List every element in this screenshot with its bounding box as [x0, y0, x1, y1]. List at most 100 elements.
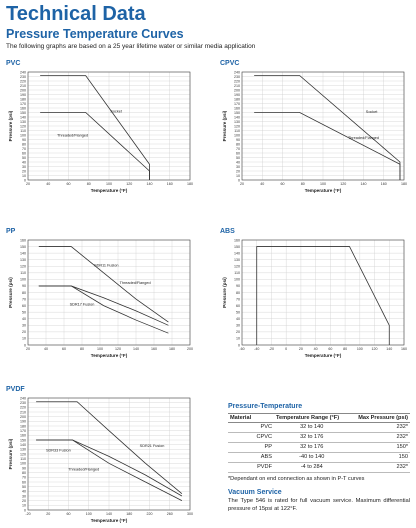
y-tick-label: 0: [238, 343, 240, 347]
y-tick-label: 30: [22, 165, 26, 169]
y-tick-label: 150: [20, 111, 26, 115]
table-cell: -4 to 284: [274, 462, 350, 473]
y-tick-label: 150: [234, 111, 240, 115]
y-tick-label: 110: [20, 457, 26, 461]
x-tick-label: -60: [239, 347, 244, 351]
y-tick-label: 230: [20, 75, 26, 79]
plot-frame: [27, 71, 191, 181]
x-tick-label: 60: [62, 347, 66, 351]
y-tick-label: 60: [236, 304, 240, 308]
y-axis-label: Pressure (psi): [8, 110, 13, 141]
plot-frame: [27, 239, 191, 346]
x-tick-label: 140: [106, 512, 112, 516]
y-tick-label: 40: [22, 317, 26, 321]
y-tick-label: 120: [234, 124, 240, 128]
pressure-temperature-block: Pressure-Temperature Material Temperatur…: [228, 402, 410, 513]
y-tick-label: 70: [22, 297, 26, 301]
table-cell: 150: [349, 452, 410, 463]
x-tick-label: 160: [381, 182, 387, 186]
vacuum-heading: Vacuum Service: [228, 489, 282, 496]
series-label: Threaded/Flanged: [57, 133, 88, 137]
y-tick-label: 190: [234, 93, 240, 97]
y-tick-label: 80: [22, 142, 26, 146]
y-tick-label: 130: [234, 258, 240, 262]
y-tick-label: 10: [22, 174, 26, 178]
chart-title: ABS: [220, 228, 235, 235]
series-label: SDR17 Fusion: [70, 303, 95, 307]
x-tick-label: 20: [240, 182, 244, 186]
y-axis-label: Pressure (psi): [222, 110, 227, 141]
y-tick-label: 160: [20, 106, 26, 110]
y-tick-label: 140: [234, 115, 240, 119]
y-tick-label: 20: [236, 169, 240, 173]
x-axis-label: Temperature (°F): [305, 353, 342, 358]
y-tick-label: 80: [22, 471, 26, 475]
series-label: Threaded/Flanged: [68, 467, 99, 471]
y-tick-label: 160: [234, 238, 240, 242]
series-label: Threaded/Flanged: [348, 136, 379, 140]
y-tick-label: 50: [22, 310, 26, 314]
table-cell: ABS: [228, 452, 274, 463]
section-subtitle: Pressure Temperature Curves: [6, 27, 184, 41]
table-row: PVDF -4 to 284 232*: [228, 462, 410, 473]
table-cell: 32 to 176: [274, 432, 350, 443]
y-tick-label: 30: [236, 165, 240, 169]
y-tick-label: 50: [236, 310, 240, 314]
series-line: [256, 246, 390, 345]
table-row: ABS -40 to 140 150: [228, 452, 410, 463]
y-tick-label: 90: [236, 284, 240, 288]
series-line: [38, 285, 169, 334]
x-tick-label: 100: [86, 512, 92, 516]
series-label: SDR33 Fusion: [46, 449, 71, 453]
chart-cpvc: CPVC 20 40 60 80 100 120 140 160 180 0 10 20 30 40 50 60…: [220, 58, 412, 196]
x-tick-label: -40: [254, 347, 259, 351]
plot-frame: [241, 71, 405, 181]
page-title: Technical Data: [6, 3, 146, 25]
y-tick-label: 160: [20, 238, 26, 242]
x-axis-label: Temperature (°F): [305, 188, 342, 193]
y-tick-label: 210: [20, 84, 26, 88]
y-tick-label: 160: [20, 434, 26, 438]
table-row: CPVC 32 to 176 232*: [228, 432, 410, 443]
x-tick-label: 220: [147, 512, 153, 516]
pt-col-pressure: Max Pressure (psi): [349, 413, 410, 423]
series-line: [254, 112, 401, 180]
table-cell: 150*: [349, 442, 410, 453]
series-label: Socket: [366, 110, 379, 114]
y-tick-label: 50: [22, 485, 26, 489]
y-tick-label: 30: [236, 324, 240, 328]
chart-title: PVDF: [6, 386, 25, 393]
x-tick-label: 100: [97, 347, 103, 351]
y-tick-label: 180: [20, 97, 26, 101]
y-tick-label: 50: [22, 156, 26, 160]
y-tick-label: 10: [236, 337, 240, 341]
y-tick-label: 160: [234, 106, 240, 110]
y-tick-label: 100: [234, 278, 240, 282]
pt-table-heading: Pressure-Temperature: [228, 403, 303, 410]
x-axis-label: Temperature (°F): [91, 353, 128, 358]
x-tick-label: 100: [320, 182, 326, 186]
table-cell: PVC: [228, 422, 274, 433]
y-axis-label: Pressure (psi): [8, 438, 13, 469]
y-tick-label: 120: [20, 452, 26, 456]
y-tick-label: 60: [22, 480, 26, 484]
x-tick-label: -20: [269, 347, 274, 351]
y-tick-label: 150: [20, 438, 26, 442]
y-tick-label: 180: [234, 97, 240, 101]
x-tick-label: 140: [361, 182, 367, 186]
x-tick-label: 60: [67, 182, 71, 186]
y-tick-label: 40: [236, 160, 240, 164]
x-tick-label: 160: [401, 347, 407, 351]
y-tick-label: 240: [234, 70, 240, 74]
x-tick-label: 20: [299, 347, 303, 351]
y-tick-label: 230: [234, 75, 240, 79]
y-tick-label: 100: [234, 133, 240, 137]
y-tick-label: 30: [22, 494, 26, 498]
table-cell: CPVC: [228, 432, 274, 443]
y-tick-label: 140: [20, 115, 26, 119]
x-tick-label: 80: [301, 182, 305, 186]
y-tick-label: 40: [22, 490, 26, 494]
y-tick-label: 100: [20, 278, 26, 282]
x-tick-label: 20: [46, 512, 50, 516]
pt-table-header-row: Material Temperature Range (°F) Max Pres…: [228, 413, 410, 423]
